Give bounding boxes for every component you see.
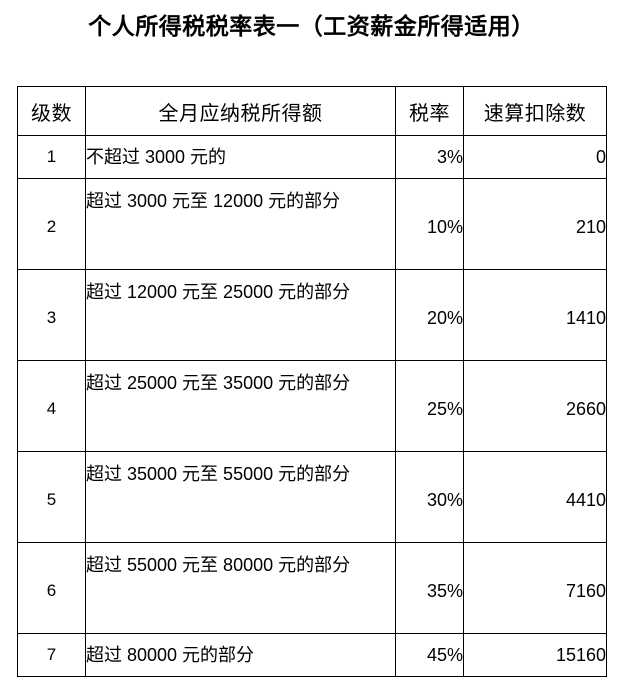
cell-level: 1 <box>17 135 86 179</box>
table-header-row: 级数 全月应纳税所得额 税率 速算扣除数 <box>17 86 607 136</box>
cell-rate: 25% <box>395 360 464 452</box>
cell-level: 4 <box>17 360 86 452</box>
tax-rate-table: 级数 全月应纳税所得额 税率 速算扣除数 1 不超过 3000 元的 3% 0 2 超过 … <box>17 86 607 677</box>
cell-bracket: 超过 55000 元至 80000 元的部分 <box>85 542 396 634</box>
table-row: 5 超过 35000 元至 55000 元的部分 30% 4410 <box>17 451 607 543</box>
cell-level: 6 <box>17 542 86 634</box>
cell-bracket: 不超过 3000 元的 <box>85 135 396 179</box>
table-row: 7 超过 80000 元的部分 45% 15160 <box>17 633 607 677</box>
cell-rate: 30% <box>395 451 464 543</box>
column-header-bracket: 全月应纳税所得额 <box>85 86 396 136</box>
cell-rate: 3% <box>395 135 464 179</box>
cell-level: 3 <box>17 269 86 361</box>
column-header-deduction: 速算扣除数 <box>463 86 607 136</box>
table-row: 2 超过 3000 元至 12000 元的部分 10% 210 <box>17 178 607 270</box>
document-page: 个人所得税税率表一（工资薪金所得适用） 级数 全月应纳税所得额 税率 速算扣除数… <box>17 13 607 677</box>
table-row: 4 超过 25000 元至 35000 元的部分 25% 2660 <box>17 360 607 452</box>
cell-rate: 35% <box>395 542 464 634</box>
cell-level: 7 <box>17 633 86 677</box>
cell-rate: 45% <box>395 633 464 677</box>
cell-bracket: 超过 25000 元至 35000 元的部分 <box>85 360 396 452</box>
table-header: 级数 全月应纳税所得额 税率 速算扣除数 <box>17 86 607 136</box>
column-header-rate: 税率 <box>395 86 464 136</box>
table-row: 3 超过 12000 元至 25000 元的部分 20% 1410 <box>17 269 607 361</box>
cell-rate: 20% <box>395 269 464 361</box>
cell-deduction: 4410 <box>463 451 607 543</box>
cell-bracket: 超过 35000 元至 55000 元的部分 <box>85 451 396 543</box>
cell-deduction: 2660 <box>463 360 607 452</box>
table-row: 6 超过 55000 元至 80000 元的部分 35% 7160 <box>17 542 607 634</box>
cell-deduction: 7160 <box>463 542 607 634</box>
cell-bracket: 超过 3000 元至 12000 元的部分 <box>85 178 396 270</box>
table-body: 1 不超过 3000 元的 3% 0 2 超过 3000 元至 12000 元的部分 10%… <box>17 135 607 677</box>
cell-level: 2 <box>17 178 86 270</box>
cell-bracket: 超过 12000 元至 25000 元的部分 <box>85 269 396 361</box>
cell-bracket: 超过 80000 元的部分 <box>85 633 396 677</box>
cell-deduction: 0 <box>463 135 607 179</box>
cell-rate: 10% <box>395 178 464 270</box>
page-title: 个人所得税税率表一（工资薪金所得适用） <box>88 13 535 39</box>
cell-level: 5 <box>17 451 86 543</box>
column-header-level: 级数 <box>17 86 86 136</box>
cell-deduction: 210 <box>463 178 607 270</box>
cell-deduction: 1410 <box>463 269 607 361</box>
cell-deduction: 15160 <box>463 633 607 677</box>
table-row: 1 不超过 3000 元的 3% 0 <box>17 135 607 179</box>
